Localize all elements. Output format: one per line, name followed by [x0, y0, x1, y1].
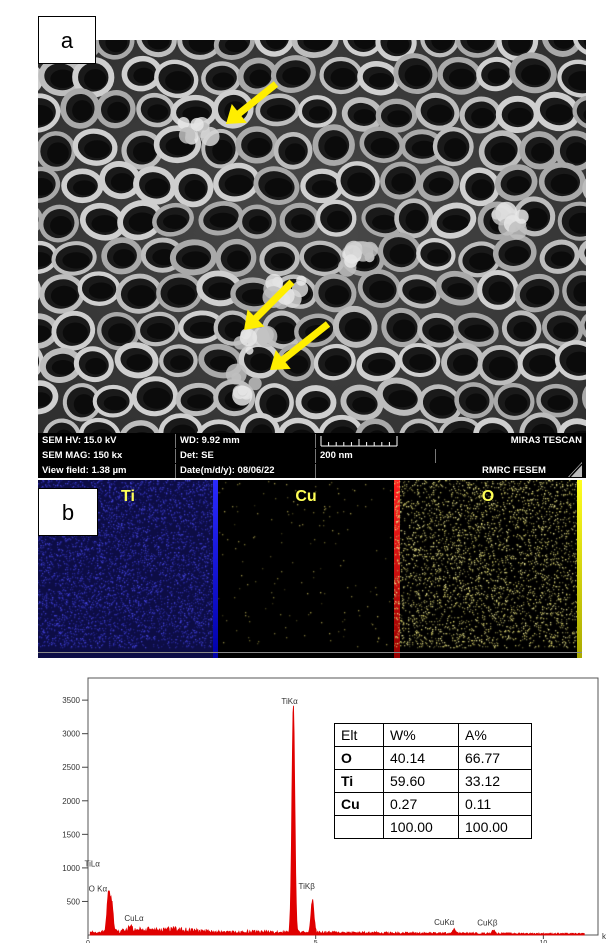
sem-brand: MIRA3 TESCAN — [510, 435, 582, 446]
y-tick-label: 2500 — [62, 763, 80, 772]
yellow-arrow-head-icon — [244, 309, 265, 330]
nanotube-micrograph — [38, 40, 586, 433]
map-cu: Cu — [218, 480, 394, 658]
table-cell: Ti — [334, 769, 384, 793]
table-header-cell: Elt — [334, 723, 384, 747]
map-o: O — [394, 480, 582, 658]
table-header-cell: A% — [458, 723, 532, 747]
peak-label: TiLα — [84, 860, 100, 869]
y-tick-label: 1000 — [62, 864, 80, 873]
table-cell: 33.12 — [458, 769, 532, 793]
table-header-row: Elt W% A% — [334, 723, 532, 747]
sem-scale: 200 nm — [316, 449, 436, 463]
map-o-scalebar — [394, 650, 582, 656]
peak-label: CuKβ — [477, 919, 498, 928]
table-row: 100.00 100.00 — [334, 815, 532, 839]
sem-detector: Det: SE — [176, 449, 316, 463]
x-axis-label: keV — [602, 932, 606, 941]
sem-wd: WD: 9.92 mm — [176, 434, 316, 448]
peak-label: CuLα — [124, 914, 144, 923]
eds-spectrum-chart: 500 1000 1500 2000 2500 3000 3500 0 5 10 keV TiLα O… — [62, 677, 606, 943]
yellow-arrow-head-icon — [270, 350, 291, 370]
sem-info-bar: SEM HV: 15.0 kV WD: 9.92 mm MIRA3 TESCAN… — [38, 433, 586, 478]
table-row: O 40.14 66.77 — [334, 746, 532, 770]
sem-date: Date(m/d/y): 08/06/22 — [176, 464, 316, 478]
sem-lab: RMRC FESEM — [482, 465, 546, 476]
table-cell: 100.00 — [458, 815, 532, 839]
peak-label: CuKα — [434, 918, 455, 927]
table-row: Ti 59.60 33.12 — [334, 769, 532, 793]
sem-hv: SEM HV: 15.0 kV — [38, 434, 176, 448]
y-tick-label: 2000 — [62, 797, 80, 806]
x-tick-label: 10 — [539, 940, 547, 943]
table-cell — [334, 815, 384, 839]
yellow-arrow-head-icon — [226, 104, 247, 124]
table-cell: 59.60 — [383, 769, 459, 793]
composition-table: Elt W% A% O 40.14 66.77 Ti 59.60 33.12 C… — [334, 723, 532, 839]
y-tick-label: 1500 — [62, 830, 80, 839]
yellow-arrow-icon — [231, 81, 279, 121]
sem-mag: SEM MAG: 150 kx — [38, 449, 176, 463]
sem-image — [38, 40, 586, 433]
y-tick-label: 500 — [67, 897, 81, 906]
tescan-logo — [568, 462, 583, 478]
map-ti-colorbar — [213, 480, 218, 658]
table-cell: Cu — [334, 792, 384, 816]
map-ti-scalebar — [38, 650, 218, 656]
table-header-cell: W% — [383, 723, 459, 747]
table-cell: 0.27 — [383, 792, 459, 816]
eds-spectrum-line — [89, 705, 585, 936]
x-tick-label: 0 — [86, 940, 90, 943]
yellow-arrow-icon — [275, 321, 331, 367]
table-cell: 40.14 — [383, 746, 459, 770]
table-cell: 66.77 — [458, 746, 532, 770]
scale-ruler — [316, 434, 436, 448]
map-o-colorbar — [577, 480, 582, 658]
peak-label: TiKα — [281, 697, 298, 706]
table-cell: O — [334, 746, 384, 770]
y-tick-label: 3000 — [62, 730, 80, 739]
x-tick-label: 5 — [314, 940, 318, 943]
map-ti-label: Ti — [121, 488, 135, 505]
table-cell: 100.00 — [383, 815, 459, 839]
map-cu-scalebar — [218, 650, 394, 656]
map-cu-label: Cu — [295, 488, 317, 505]
peak-label: TiKβ — [298, 882, 315, 891]
table-cell: 0.11 — [458, 792, 532, 816]
table-row: Cu 0.27 0.11 — [334, 792, 532, 816]
y-tick-label: 3500 — [62, 696, 80, 705]
panel-label-a: a — [38, 16, 96, 64]
panel-label-b: b — [38, 488, 98, 536]
yellow-arrow-icon — [248, 279, 295, 326]
peak-label: O Kα — [89, 884, 108, 893]
sem-view-field: View field: 1.38 µm — [38, 464, 176, 478]
map-o-label: O — [481, 488, 495, 505]
